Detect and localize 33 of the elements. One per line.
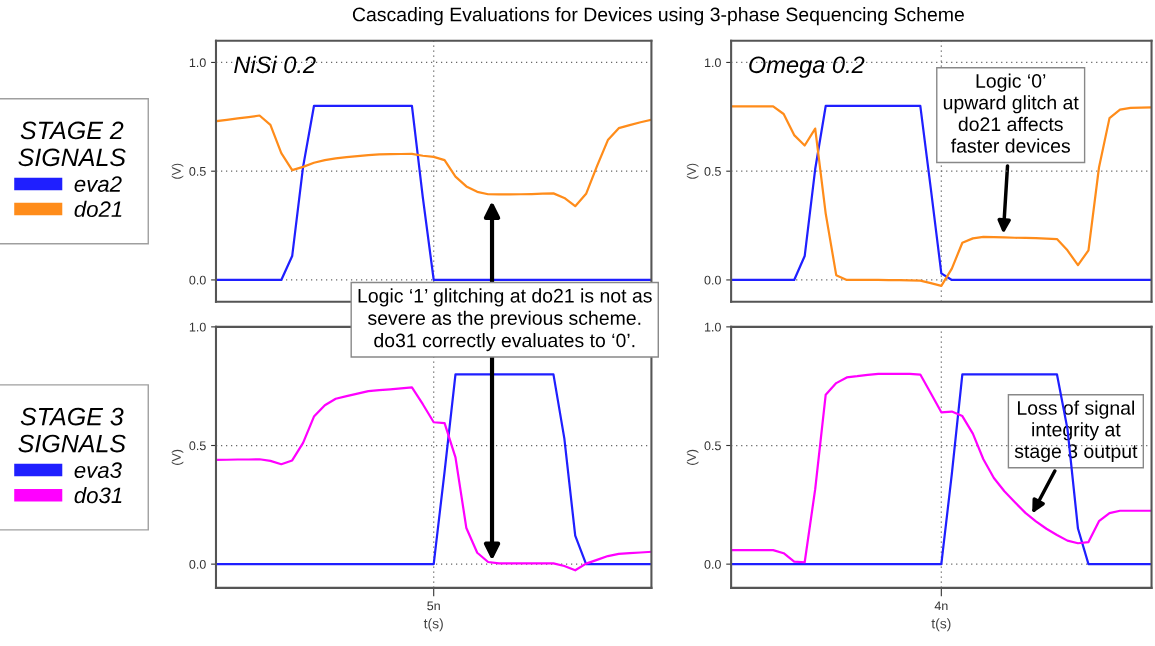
x-axis-title: t(s) [423,618,443,632]
line-series [215,114,652,208]
legend-label: eva2 [74,176,122,192]
y-axis-title: (V) [171,449,184,465]
y-tick-label: 0.5 [704,441,721,451]
legend-label: eva3 [74,462,122,479]
annotation: Omega 0.2 [749,56,865,78]
y-axis-title: (V) [686,163,699,179]
legend-label: do21 [74,200,122,218]
legend-label: do31 [74,486,122,504]
annotation: NiSi 0.2 [234,55,316,74]
x-tick-label: 4n [934,601,948,611]
y-tick-label: 0.0 [189,275,206,285]
y-tick-label: 0.5 [189,441,206,451]
legend-title: STAGE 3 SIGNALS [18,407,126,453]
annotation: Logic ‘0’ upward glitch at do21 affects faster devices [943,73,1079,153]
y-tick-label: 0.0 [704,559,721,569]
y-tick-label: 0.5 [189,166,206,176]
x-tick-label: 5n [427,601,440,611]
chart-title: Cascading Evaluations for Devices using 3-phase Sequencing Scheme [352,7,964,26]
legend-title: STAGE 2 SIGNALS [18,121,126,167]
y-tick-label: 1.0 [704,322,721,332]
y-tick-label: 0.0 [189,559,206,569]
x-axis-title: t(s) [931,618,951,632]
y-axis-title: (V) [686,449,699,465]
y-tick-label: 1.0 [189,322,206,332]
y-axis-title: (V) [171,163,184,179]
y-tick-label: 1.0 [189,58,206,68]
y-tick-label: 0.0 [704,275,721,285]
line-series [215,104,652,282]
annotation: Logic ‘1’ glitching at do21 is not as severe as the previous scheme. do31 correctly evaluates to ‘0’. [358,288,652,352]
y-tick-label: 0.5 [704,166,721,176]
y-tick-label: 1.0 [704,58,721,68]
